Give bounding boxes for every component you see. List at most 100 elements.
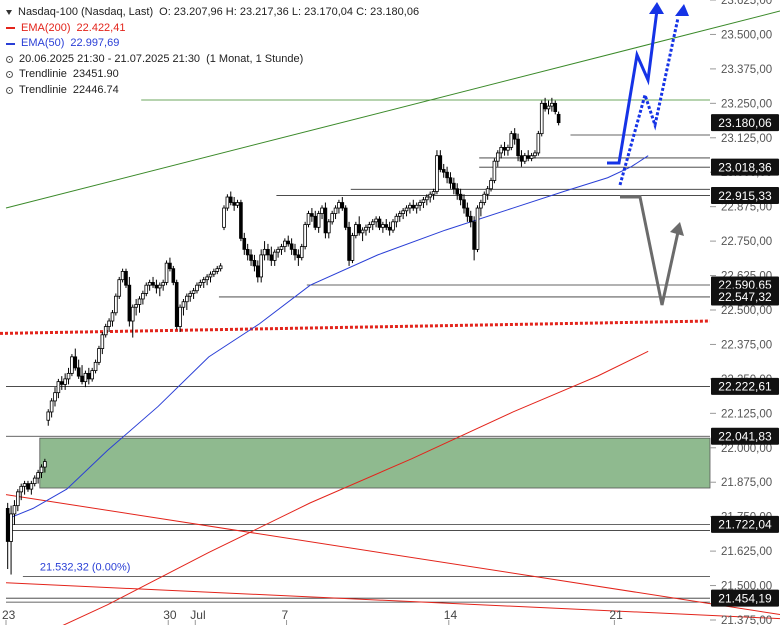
candle-body [212,271,216,275]
candle [53,387,57,407]
y-tick-label: 22.000,00 [721,443,772,455]
candle-body [283,240,287,248]
candle-body [397,213,402,217]
candle-body [151,282,155,286]
price-level-label: 22.547,32 [711,288,779,306]
candle [472,216,476,261]
y-tick-label: 22.750,00 [721,236,772,248]
candle [489,177,493,192]
legend-trend1-row[interactable]: Trendlinie 23451.90 [6,67,419,83]
ema50-value: 22.997,69 [70,37,120,49]
candle [191,287,196,299]
candle-body [360,229,365,234]
candle [9,505,13,575]
price-level-label: 21.722,04 [711,515,779,533]
candle [523,152,527,164]
candle [306,210,311,228]
candle [333,205,338,220]
candle-body [499,147,503,154]
support-zone [39,437,711,489]
period-range: 20.06.2025 21:30 - 21.07.2025 21:30 [19,52,201,65]
candle-body [377,218,382,228]
candle [22,480,27,495]
legend-ema50-row[interactable]: EMA(50) 22.997,69 [6,36,419,52]
candle-body [367,224,372,228]
ema200-line [62,350,649,625]
candle [83,370,88,388]
legend-ema200-row[interactable]: EMA(200) 22.422,41 [6,21,419,37]
candle-body [482,193,487,203]
candle [266,243,270,261]
candle-body [93,361,98,372]
legend-trend2-row[interactable]: Trendlinie 22446.74 [6,83,419,99]
candle-body [154,284,159,289]
candle-body [266,248,270,256]
candle [337,199,341,214]
candle-body [22,483,27,487]
candle [5,502,10,570]
candle-body [354,224,358,236]
price-label-text: 21.454,19 [718,591,772,605]
candle-body [374,218,378,223]
candle-body [516,138,520,157]
candle [46,409,51,426]
price-label-bg [711,427,779,445]
candle-body [364,226,368,231]
y-tick-label: 21.875,00 [721,477,772,489]
candle [66,367,71,385]
x-tick-label: 23 [2,608,16,622]
trend2-label: Trendlinie [19,83,67,96]
price-level-label: 22.222,61 [711,377,779,395]
y-tick-label: 23.375,00 [721,64,772,76]
projection-arrow-blue-dotted [618,17,680,186]
x-tick-label: Jul [190,608,205,622]
candle [130,304,135,338]
candle-body [492,160,497,181]
candle-body [130,306,135,322]
candle [387,221,392,236]
candle-body [262,248,267,256]
candle [431,188,436,200]
candle [269,246,274,266]
candle-body [350,235,355,261]
candle-body [421,199,426,203]
candle-body [533,152,537,157]
candle-body [296,254,301,259]
candle-body [418,202,422,206]
candle [228,191,233,206]
candle [249,249,253,266]
y-tick-label: 22.500,00 [721,305,772,317]
candle [120,268,125,283]
candle-body [218,265,223,270]
ohlc-values: O: 23.207,96 H: 23.217,36 L: 23.170,04 C… [159,6,420,18]
candle-body [127,284,132,322]
candle-body [452,182,456,190]
candle [49,398,54,418]
candle-body [279,246,284,250]
candle-body [381,224,385,228]
candle-body [316,213,321,228]
candle [93,359,98,374]
candle-body [550,102,554,107]
candle-body [239,202,243,239]
candle-body [408,204,412,209]
candle [299,243,304,261]
candle-body [495,152,500,162]
candle [543,97,547,112]
candle-body [66,372,71,380]
candle [16,489,20,512]
price-level-label: 21.454,19 [711,589,779,607]
candle [12,500,17,525]
candle-body [198,282,203,286]
candle [103,323,108,338]
candle [499,144,503,159]
candle [239,199,243,242]
candle-body [32,477,37,485]
candle [124,268,128,288]
collapse-triangle-icon[interactable] [6,10,12,16]
candle [310,208,314,222]
y-tick-label: 21.500,00 [721,581,772,593]
candle [519,150,524,167]
projection-arrow-blue-solid [607,9,659,165]
